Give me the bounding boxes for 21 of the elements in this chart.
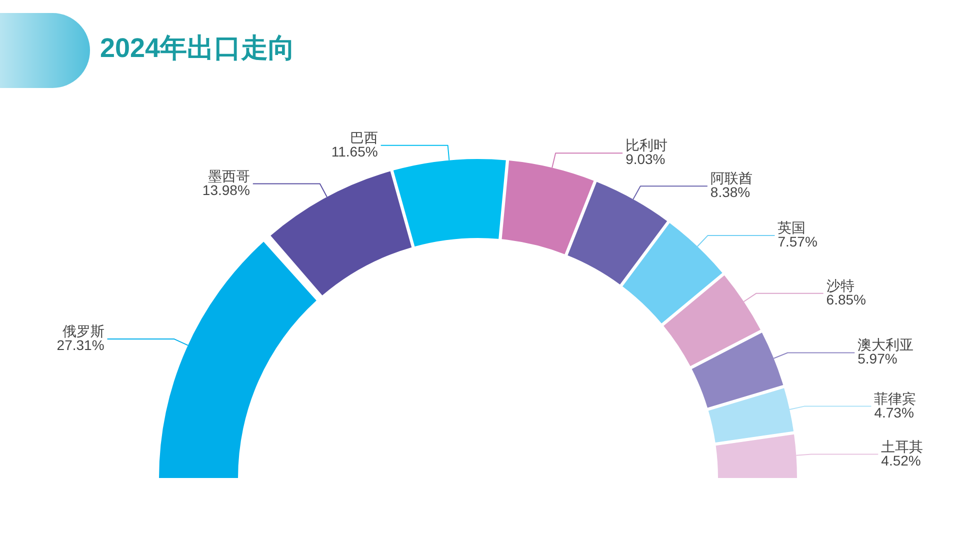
slice-label: 土耳其 (881, 438, 924, 454)
slice-label: 阿联酋 (710, 170, 752, 186)
data-label: 9.03% (626, 151, 666, 168)
chart-title: 2024年出口走向 (100, 33, 296, 63)
slice-label: 俄罗斯 (62, 323, 104, 340)
slice-label: 比利时 (626, 137, 668, 154)
slice-label: 澳大利亚 (858, 336, 914, 353)
data-label: 6.85% (826, 291, 866, 308)
data-label: 5.97% (858, 350, 898, 367)
data-label: 7.57% (778, 234, 818, 250)
data-label: 11.65% (331, 143, 378, 160)
data-label: 27.31% (56, 337, 104, 354)
slice-label: 菲律宾 (874, 390, 916, 406)
data-label: 13.98% (202, 182, 250, 198)
data-label: 8.38% (710, 184, 750, 200)
data-label: 4.52% (881, 452, 921, 468)
slice-label: 英国 (778, 220, 806, 236)
slice-label: 沙特 (826, 277, 854, 294)
slice-label: 墨西哥 (208, 168, 250, 184)
data-label: 4.73% (874, 404, 914, 420)
slice-label: 巴西 (350, 129, 378, 146)
